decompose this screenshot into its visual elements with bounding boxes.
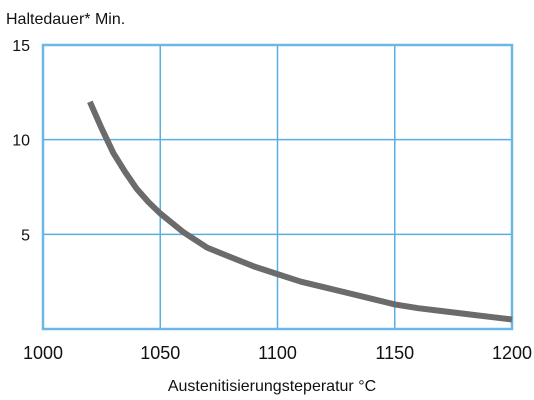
x-tick-label-1150: 1150 — [375, 343, 414, 363]
y-tick-label-5: 5 — [21, 227, 30, 244]
y-tick-label-10: 10 — [12, 133, 30, 150]
y-tick-labels: 5 10 15 — [12, 38, 30, 244]
x-tick-labels: 1000 1050 1100 1150 1200 — [23, 343, 532, 363]
x-tick-label-1100: 1100 — [258, 343, 297, 363]
x-tick-label-1200: 1200 — [492, 343, 532, 363]
x-tick-label-1050: 1050 — [140, 343, 180, 363]
series-group — [87, 100, 513, 323]
y-tick-label-15: 15 — [12, 38, 30, 55]
x-axis-label: Austenitisierungsteperatur °C — [168, 378, 376, 395]
series-line-0 — [87, 100, 513, 323]
plot-frame — [41, 43, 514, 331]
y-axis-label: Haltedauer* Min. — [6, 11, 125, 28]
grid — [43, 45, 512, 329]
x-tick-label-1000: 1000 — [23, 343, 63, 363]
